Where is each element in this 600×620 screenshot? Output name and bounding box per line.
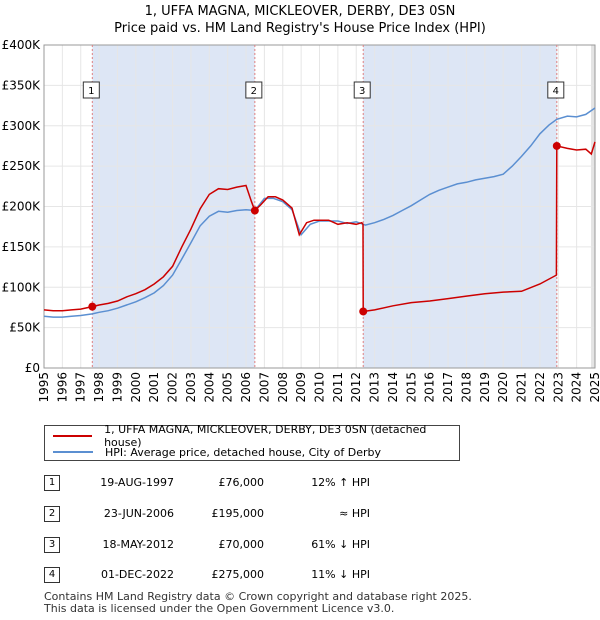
transaction-row: 1 19-AUG-1997 £76,000 12% ↑ HPI (44, 475, 404, 491)
y-tick-label: £400K (2, 38, 42, 52)
sale-marker-label: 4 (553, 86, 559, 97)
x-tick-label: 2012 (349, 372, 363, 403)
sale-point (552, 141, 561, 150)
legend-swatch-property (53, 435, 93, 437)
x-tick-label: 2020 (496, 372, 510, 403)
legend-label-property: 1, UFFA MAGNA, MICKLEOVER, DERBY, DE3 0S… (104, 423, 427, 449)
transaction-hpi: ≈ HPI (339, 507, 370, 520)
legend-item-hpi: HPI: Average price, detached house, City… (53, 445, 381, 459)
x-tick-label: 2003 (184, 372, 198, 403)
x-tick-label: 2024 (570, 372, 584, 403)
x-tick-label: 1997 (74, 372, 88, 403)
x-tick-label: 2015 (404, 372, 418, 403)
hpi-line (43, 107, 596, 318)
x-tick-label: 2002 (166, 372, 180, 403)
transaction-row: 4 01-DEC-2022 £275,000 11% ↓ HPI (44, 567, 404, 583)
y-tick-label: £350K (2, 78, 42, 92)
transaction-row: 2 23-JUN-2006 £195,000 ≈ HPI (44, 506, 404, 522)
sale-point (250, 206, 259, 215)
x-tick-label: 2010 (313, 372, 327, 403)
x-tick-label: 2025 (588, 372, 600, 403)
x-tick-label: 1998 (92, 372, 106, 403)
y-tick-label: £300K (2, 119, 42, 133)
transaction-date: 23-JUN-2006 (103, 507, 174, 520)
property-price-line (43, 141, 596, 313)
x-tick-label: 2006 (239, 372, 253, 403)
chart-title-line2: Price paid vs. HM Land Registry's House … (114, 21, 486, 36)
x-tick-label: 2022 (533, 372, 547, 403)
transaction-hpi: 11% ↓ HPI (311, 568, 370, 581)
transaction-marker: 2 (44, 506, 60, 522)
x-tick-label: 2023 (551, 372, 565, 403)
transaction-date: 01-DEC-2022 (100, 568, 174, 581)
x-tick-label: 1995 (37, 372, 51, 403)
y-tick-label: £0 (25, 361, 40, 375)
sale-marker-label: 1 (88, 86, 94, 97)
transaction-marker: 3 (44, 537, 60, 553)
y-tick-label: £200K (2, 200, 42, 214)
x-tick-label: 2007 (257, 372, 271, 403)
y-tick-label: £50K (9, 321, 41, 335)
x-tick-label: 2008 (276, 372, 290, 403)
sale-marker-box (82, 81, 100, 99)
legend-label-hpi: HPI: Average price, detached house, City… (105, 445, 382, 459)
x-tick-label: 2014 (386, 372, 400, 403)
x-tick-label: 2019 (478, 372, 492, 403)
transaction-marker: 1 (44, 475, 60, 491)
x-tick-label: 2011 (331, 372, 345, 403)
sale-marker-label: 2 (251, 86, 257, 97)
x-tick-label: 2001 (147, 372, 161, 403)
transaction-price: £195,000 (211, 507, 265, 520)
x-tick-label: 2016 (423, 372, 437, 403)
y-tick-label: £150K (2, 240, 42, 254)
sale-marker-box (245, 81, 263, 99)
x-tick-label: 2018 (459, 372, 473, 403)
x-tick-label: 2021 (515, 372, 529, 403)
sale-marker-box (353, 81, 371, 99)
transaction-marker: 4 (44, 567, 60, 583)
y-tick-label: £250K (2, 159, 42, 173)
legend-item-property: 1, UFFA MAGNA, MICKLEOVER, DERBY, DE3 0S… (53, 423, 459, 449)
footer-line1: Contains HM Land Registry data © Crown c… (44, 590, 472, 603)
footer-line2: This data is licensed under the Open Gov… (44, 602, 395, 615)
sale-point (88, 302, 97, 311)
transaction-row: 3 18-MAY-2012 £70,000 61% ↓ HPI (44, 537, 404, 553)
x-tick-label: 2000 (129, 372, 143, 403)
transaction-date: 19-AUG-1997 (100, 476, 174, 489)
x-tick-label: 2004 (202, 372, 216, 403)
sale-point (359, 307, 368, 316)
sale-marker-box (547, 81, 565, 99)
x-tick-label: 2005 (221, 372, 235, 403)
transaction-hpi: 12% ↑ HPI (311, 476, 370, 489)
y-tick-label: £100K (2, 280, 42, 294)
legend-swatch-hpi (53, 451, 93, 453)
price-chart: £0 £50K £100K £150K £200K £250K £300K £350K £400… (2, 38, 600, 403)
legend: 1, UFFA MAGNA, MICKLEOVER, DERBY, DE3 0S… (44, 423, 460, 461)
x-tick-label: 1999 (110, 372, 124, 403)
transaction-price: £275,000 (211, 568, 265, 581)
sale-marker-label: 3 (359, 86, 365, 97)
chart-title-line1: 1, UFFA MAGNA, MICKLEOVER, DERBY, DE3 0S… (144, 4, 456, 19)
plot-frame (43, 44, 596, 369)
transaction-price: £76,000 (218, 476, 265, 489)
x-tick-label: 2013 (368, 372, 382, 403)
transaction-price: £70,000 (218, 538, 265, 551)
x-tick-label: 2009 (294, 372, 308, 403)
transaction-hpi: 61% ↓ HPI (311, 538, 370, 551)
x-tick-label: 2017 (441, 372, 455, 403)
transaction-date: 18-MAY-2012 (102, 538, 174, 551)
x-tick-label: 1996 (55, 372, 69, 403)
